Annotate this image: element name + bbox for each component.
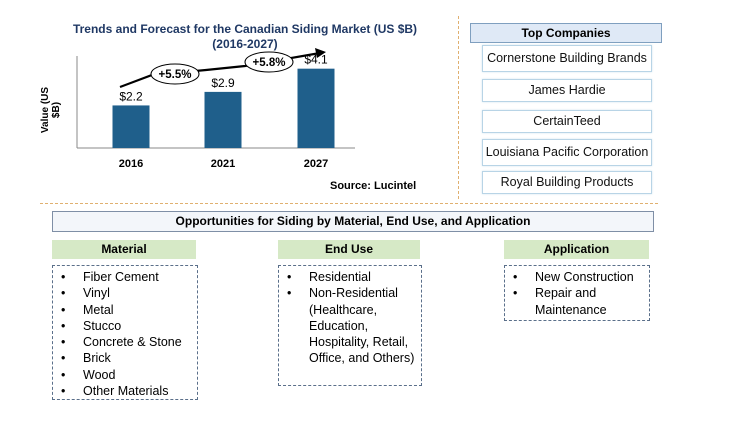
application-header: Application [504,240,649,259]
list-item: Metal [59,302,197,319]
list-item: Residential [285,269,421,286]
growth-bubble [244,51,294,73]
list-item: Non-Residential (Healthcare, Education, … [285,285,421,366]
x-tick-label: 2021 [211,158,235,170]
growth-label: +5.5% [159,69,192,81]
trend-arrow-head [315,48,326,58]
chart-title-main: Trends and Forecast for the Canadian Sid… [72,22,418,36]
bar [204,91,242,148]
list-item: Fiber Cement [59,269,197,286]
list-item: Wood [59,367,197,384]
vertical-divider [458,16,459,199]
application-list-box: New Construction Repair and Maintenance [504,265,650,321]
material-header: Material [52,240,196,259]
x-tick-label: 2027 [304,158,328,170]
company-item: Louisiana Pacific Corporation [482,139,652,166]
source-note: Source: Lucintel [330,180,417,192]
end-use-header: End Use [278,240,420,259]
company-item: CertainTeed [482,110,652,133]
company-item: Royal Building Products [482,171,652,194]
bar [112,105,150,148]
material-list-box: Fiber Cement Vinyl Metal Stucco Concrete… [52,265,198,400]
opportunities-header: Opportunities for Siding by Material, En… [52,211,654,232]
bar [297,68,335,148]
list-item: New Construction [511,269,649,286]
list-item: Concrete & Stone [59,334,197,351]
data-label: $2.9 [211,76,235,90]
growth-bubble [150,63,200,85]
list-item: Repair and Maintenance [511,285,649,318]
horizontal-divider [40,203,658,204]
company-item: Cornerstone Building Brands [482,45,652,72]
chart-subtitle: (2016-2027) [212,37,278,51]
list-item: Brick [59,350,197,367]
x-tick-label: 2016 [119,158,143,170]
end-use-list-box: Residential Non-Residential (Healthcare,… [278,265,422,386]
top-companies-header: Top Companies [470,23,662,43]
company-item: James Hardie [482,79,652,102]
data-label: $2.2 [119,89,143,103]
growth-label: +5.8% [253,57,286,69]
list-item: Other Materials [59,383,197,400]
data-label: $4.1 [304,53,328,67]
list-item: Vinyl [59,285,197,302]
list-item: Stucco [59,318,197,335]
chart-title: Trends and Forecast for the Canadian Sid… [40,22,450,52]
